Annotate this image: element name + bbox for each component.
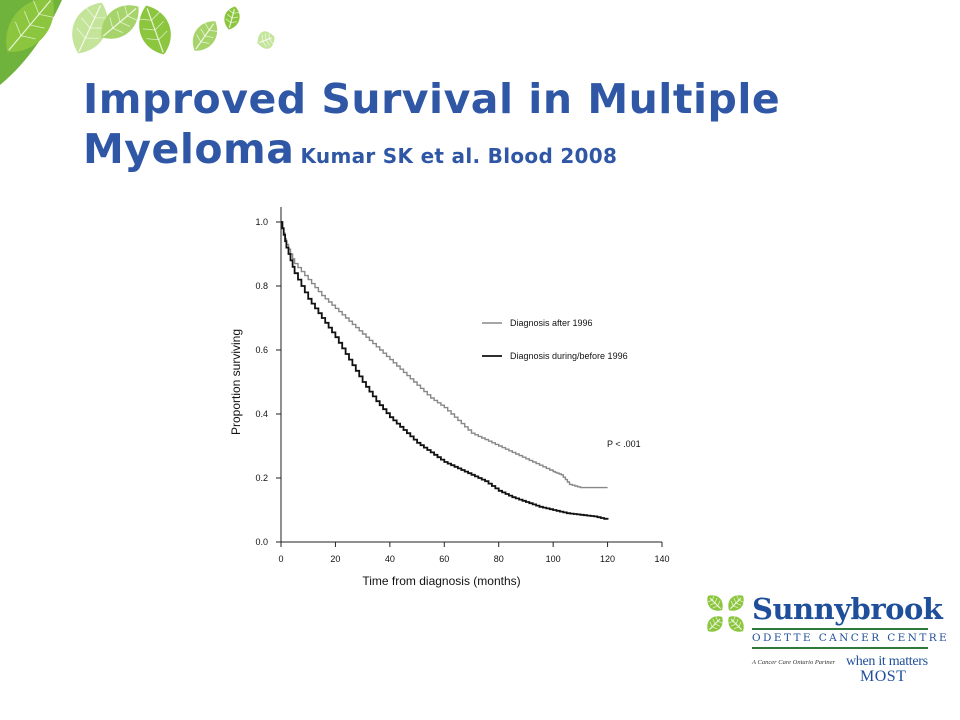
slide-title: Improved Survival in Multiple Myeloma Kum… (83, 74, 780, 181)
logo-leaf-icon (707, 616, 723, 632)
leaf-decoration (0, 0, 275, 85)
y-tick-label: 1.0 (255, 217, 268, 227)
x-tick-label: 80 (494, 554, 504, 564)
logo-partner: A Cancer Care Ontario Partner (752, 659, 836, 666)
logo-leaf-icon (728, 616, 744, 632)
leaf-icon (72, 2, 109, 54)
y-tick-label: 0.2 (255, 473, 268, 483)
x-tick-label: 20 (330, 554, 340, 564)
leaf-icon (224, 6, 240, 30)
x-tick-label: 0 (278, 554, 283, 564)
series-line-2 (281, 221, 609, 520)
logo-leaf-icon (707, 595, 723, 611)
title-word-myeloma: Myeloma (83, 125, 295, 173)
logo-tagline-2: MOST (860, 668, 907, 685)
title-line-2: Myeloma Kumar SK et al. Blood 2008 (83, 124, 780, 181)
y-tick-label: 0.4 (255, 409, 268, 419)
logo-brand: Sunnybrook (752, 592, 943, 626)
y-tick-label: 0.0 (255, 537, 268, 547)
leaf-logo-icon (707, 595, 744, 632)
y-tick-label: 0.8 (255, 281, 268, 291)
chart-series (281, 221, 609, 520)
logo-rule-bottom (752, 647, 928, 649)
leaf-icon (101, 5, 139, 39)
y-axis-label: Proportion surviving (229, 329, 243, 435)
legend-entry: Diagnosis after 1996 (510, 318, 593, 328)
x-tick-label: 140 (654, 554, 669, 564)
x-tick-label: 100 (546, 554, 561, 564)
citation: Kumar SK et al. Blood 2008 (300, 144, 618, 168)
logo-leaf-icon (728, 595, 744, 611)
leaf-icon (6, 0, 54, 52)
x-axis-label: Time from diagnosis (months) (362, 574, 520, 588)
p-value-annotation: P < .001 (607, 439, 641, 449)
leaf-icon (139, 5, 171, 55)
survival-chart: 0 20 40 60 80 100 120 140 0.0 0.2 0.4 0.6 0.8 1.0 Di… (229, 207, 670, 588)
chart-legend: Diagnosis after 1996 Diagnosis during/bef… (482, 318, 628, 361)
y-tick-label: 0.6 (255, 345, 268, 355)
sunnybrook-logo: Sunnybrook ODETTE CANCER CENTRE A Cancer… (704, 590, 947, 685)
leaf-icon (257, 31, 275, 49)
x-tick-label: 40 (385, 554, 395, 564)
y-axis-ticks: 0.0 0.2 0.4 0.6 0.8 1.0 (255, 217, 281, 547)
x-axis-ticks: 0 20 40 60 80 100 120 140 (278, 542, 670, 564)
leaf-icon (192, 21, 218, 51)
title-line-1: Improved Survival in Multiple (83, 75, 781, 123)
chart-axes (280, 207, 662, 543)
logo-subtitle: ODETTE CANCER CENTRE (752, 632, 950, 644)
x-tick-label: 120 (600, 554, 615, 564)
series-line-1 (281, 221, 608, 489)
legend-entry: Diagnosis during/before 1996 (510, 351, 628, 361)
x-tick-label: 60 (439, 554, 449, 564)
logo-tagline-1: when it matters (846, 654, 928, 669)
logo-rule-top (752, 628, 928, 630)
